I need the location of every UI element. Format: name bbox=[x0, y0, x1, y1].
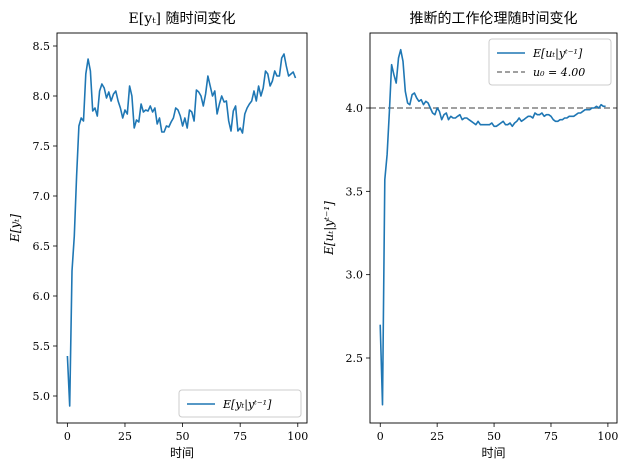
left-chart-panel: 0 25 50 75 100 5.0 5.5 6.0 6.5 7.0 7.5 8.0 8.5 E[yₜ] … bbox=[8, 11, 308, 460]
x-tick-label: 100 bbox=[287, 430, 308, 443]
legend-label: E[uₜ|yᵗ⁻¹] bbox=[532, 47, 583, 61]
chart-title: E[yₜ] 随时间变化 bbox=[129, 11, 236, 27]
x-tick-label: 50 bbox=[176, 430, 190, 443]
y-axis-label: E[yₜ] bbox=[8, 214, 22, 243]
x-tick-label: 25 bbox=[430, 430, 444, 443]
y-tick-label: 6.0 bbox=[33, 290, 51, 303]
x-axis-label: 时间 bbox=[481, 446, 505, 460]
x-tick-label: 75 bbox=[544, 430, 558, 443]
x-tick-label: 25 bbox=[118, 430, 132, 443]
legend-label: E[yₜ|yᵗ⁻¹] bbox=[222, 398, 272, 412]
axes-frame bbox=[369, 32, 618, 424]
legend: E[yₜ|yᵗ⁻¹] bbox=[178, 389, 302, 418]
legend-box bbox=[178, 389, 302, 418]
legend-label: u₀ = 4.00 bbox=[533, 66, 585, 79]
x-tick-label: 50 bbox=[487, 430, 501, 443]
x-tick-label: 75 bbox=[233, 430, 247, 443]
y-tick-label: 2.5 bbox=[346, 352, 364, 365]
series-line-0 bbox=[66, 53, 297, 407]
y-tick-label: 3.0 bbox=[346, 269, 364, 282]
x-tick-label: 100 bbox=[597, 430, 618, 443]
y-tick-label: 8.5 bbox=[33, 40, 51, 53]
y-tick-label: 5.0 bbox=[33, 390, 51, 403]
axes-frame bbox=[56, 32, 308, 424]
y-tick-label: 8.0 bbox=[33, 90, 51, 103]
x-tick-label: 0 bbox=[64, 430, 71, 443]
y-tick-label: 7.0 bbox=[33, 190, 51, 203]
chart-title: 推断的工作伦理随时间变化 bbox=[410, 11, 578, 27]
y-tick-label: 3.5 bbox=[346, 185, 364, 198]
legend-box bbox=[488, 38, 612, 86]
y-tick-label: 6.5 bbox=[33, 240, 51, 253]
series-line-0 bbox=[379, 48, 606, 406]
y-tick-label: 5.5 bbox=[33, 340, 51, 353]
x-tick-label: 0 bbox=[377, 430, 384, 443]
x-axis-label: 时间 bbox=[170, 446, 194, 460]
y-tick-label: 7.5 bbox=[33, 140, 51, 153]
y-tick-label: 4.0 bbox=[346, 102, 364, 115]
legend: E[uₜ|yᵗ⁻¹] u₀ = 4.00 bbox=[488, 38, 612, 86]
y-axis-label: E[uₜ|yᵗ⁻¹] bbox=[322, 201, 336, 256]
